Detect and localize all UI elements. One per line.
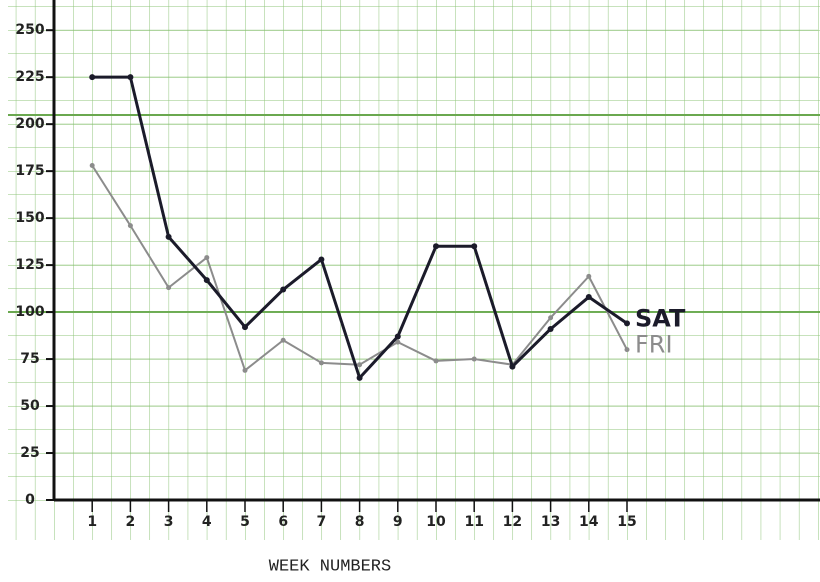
data-point — [585, 294, 592, 301]
x-tick-label: 1 — [87, 514, 97, 530]
data-point — [318, 360, 324, 366]
data-point — [395, 339, 401, 345]
graph-paper — [8, 0, 820, 540]
data-point — [548, 315, 554, 321]
x-tick-label: 10 — [426, 514, 446, 530]
x-tick-label: 11 — [464, 514, 483, 530]
x-tick-label: 7 — [317, 514, 327, 530]
data-point — [242, 367, 248, 373]
y-tick-label: 200 — [15, 116, 44, 132]
x-tick-label: 14 — [579, 514, 599, 530]
data-point — [242, 324, 248, 331]
data-point — [471, 243, 478, 250]
data-point — [166, 285, 172, 291]
y-tick-label: 0 — [25, 492, 35, 508]
data-point — [357, 362, 363, 368]
x-tick-label: 2 — [126, 514, 136, 530]
data-point — [586, 273, 592, 279]
data-point — [89, 162, 95, 168]
data-point — [127, 223, 133, 229]
x-tick-label: 12 — [503, 514, 522, 530]
x-tick-label: 8 — [355, 514, 365, 530]
data-point — [204, 255, 210, 261]
data-point — [127, 74, 134, 81]
y-tick-label: 225 — [15, 69, 44, 85]
x-tick-label: 4 — [202, 514, 212, 530]
y-tick-label: 125 — [15, 257, 44, 273]
data-point — [203, 277, 210, 284]
y-tick-label: 75 — [20, 351, 39, 367]
series-label: FRI — [635, 331, 673, 359]
data-point — [433, 243, 439, 250]
data-point — [89, 74, 96, 81]
data-point — [509, 363, 516, 370]
x-tick-label: 15 — [617, 514, 636, 530]
data-point — [318, 256, 325, 263]
y-tick-label: 250 — [15, 22, 44, 38]
data-point — [433, 358, 439, 364]
data-point — [471, 356, 477, 362]
data-point — [165, 233, 172, 240]
y-tick-label: 50 — [20, 398, 40, 414]
x-tick-label: 6 — [278, 514, 288, 530]
data-point — [280, 337, 286, 343]
data-point — [394, 333, 401, 340]
x-tick-label: 13 — [541, 514, 560, 530]
x-tick-label: 5 — [240, 514, 250, 530]
x-axis-title: WEEK NUMBERS — [269, 557, 391, 576]
y-tick-label: 25 — [20, 445, 39, 461]
data-point — [624, 320, 630, 327]
x-tick-label: 9 — [393, 514, 403, 530]
y-tick-label: 100 — [15, 304, 44, 320]
data-point — [356, 374, 363, 381]
data-point — [547, 325, 554, 332]
data-point — [624, 347, 630, 353]
data-point — [280, 286, 287, 293]
y-tick-label: 150 — [15, 210, 44, 226]
x-tick-label: 3 — [164, 514, 174, 530]
y-tick-label: 175 — [15, 163, 44, 179]
series-label: SAT — [635, 304, 686, 332]
